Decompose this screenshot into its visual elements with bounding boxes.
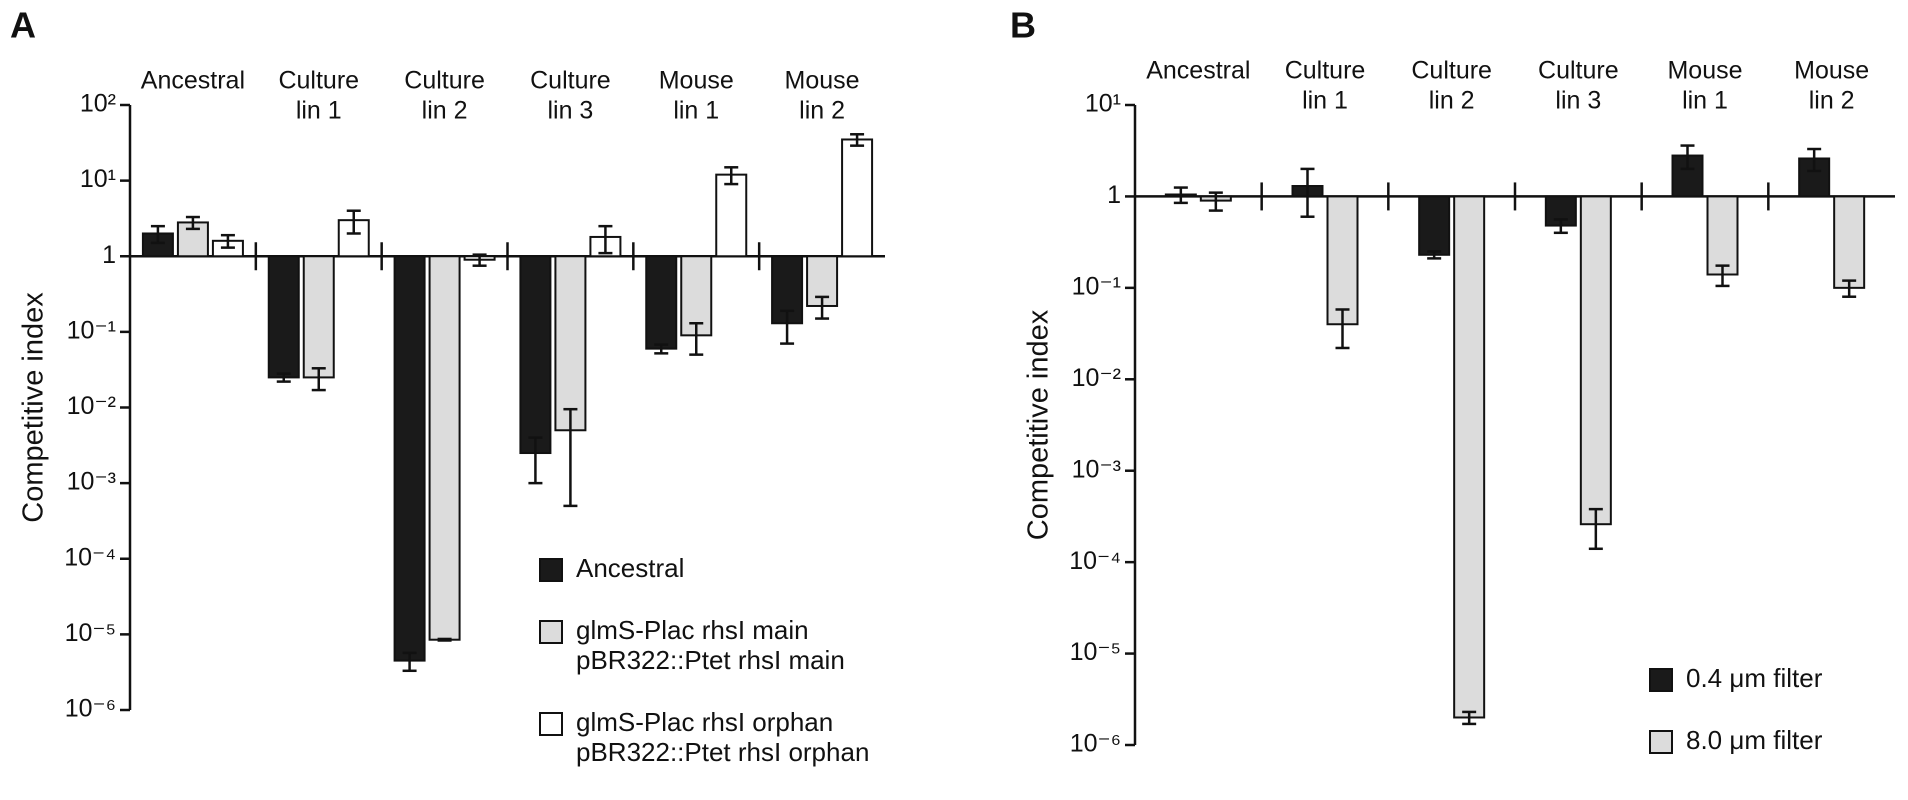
category-label: lin 2 [799,97,845,125]
legend-label: pBR322::Ptet rhsI orphan [576,737,869,767]
y-tick-label: 10⁻⁴ [64,543,116,571]
panel-label: B [1010,5,1036,46]
legend-swatch [539,712,563,736]
category-label: lin 2 [1429,87,1475,115]
category-label: lin 3 [1555,87,1601,115]
bar [1833,195,1866,289]
y-tick-label: 10⁻³ [1072,455,1121,483]
category-label: Culture [1538,57,1619,85]
legend-label: glmS-Plac rhsI main [576,615,809,645]
category-label: Culture [278,67,359,95]
bar [267,255,300,379]
category-label: Culture [404,67,485,95]
category-label: Culture [1411,57,1492,85]
legend-swatch [539,558,563,582]
bar [1706,195,1739,276]
y-tick-label: 10¹ [80,165,116,193]
bar [1579,195,1612,526]
bar [1326,195,1359,326]
bar [715,173,748,258]
y-tick-label: 1 [102,241,116,269]
legend-swatch [1649,668,1673,692]
y-tick-label: 10⁻⁴ [1069,547,1121,575]
y-axis-label: Competitive index [18,292,50,523]
category-label: lin 1 [1682,87,1728,115]
y-tick-label: 10⁻⁶ [1070,730,1121,758]
category-label: Mouse [1794,57,1869,85]
bar [841,138,874,258]
y-tick-label: 10² [80,90,116,118]
bar [645,255,678,350]
category-label: lin 1 [1302,87,1348,115]
y-tick-label: 10⁻¹ [1072,272,1121,300]
panel-label: A [10,5,36,46]
y-tick-label: 10⁻¹ [67,316,116,344]
bar [302,255,335,379]
bar [519,255,552,455]
y-tick-label: 10¹ [1085,90,1121,118]
y-tick-label: 10⁻⁵ [65,619,116,647]
y-tick-label: 10⁻² [1072,364,1121,392]
category-label: Mouse [1667,57,1742,85]
legend-label: 0.4 μm filter [1686,663,1823,693]
legend-swatch [1649,730,1673,754]
legend-label: Ancestral [576,553,684,583]
category-label: Culture [530,67,611,95]
y-tick-label: 10⁻³ [67,468,116,496]
legend-swatch [539,620,563,644]
category-label: lin 1 [673,97,719,125]
category-label: Mouse [659,67,734,95]
legend-label: glmS-Plac rhsI orphan [576,707,833,737]
category-label: lin 2 [1809,87,1855,115]
legend-label: 8.0 μm filter [1686,725,1823,755]
y-tick-label: 10⁻⁵ [1070,638,1121,666]
y-tick-label: 10⁻⁶ [65,695,116,723]
category-label: lin 3 [547,97,593,125]
y-axis-label: Competitive index [1023,309,1055,540]
category-label: Ancestral [1146,57,1250,85]
category-label: Mouse [785,67,860,95]
category-label: Ancestral [141,67,245,95]
bar [554,255,587,432]
y-tick-label: 10⁻² [67,392,116,420]
category-label: lin 2 [422,97,468,125]
legend-label: pBR322::Ptet rhsI main [576,645,845,675]
bar [393,255,426,662]
bar [1418,195,1451,256]
category-label: lin 1 [296,97,342,125]
category-label: Culture [1285,57,1366,85]
bar [1453,195,1486,719]
y-tick-label: 1 [1107,181,1121,209]
bar [428,255,461,641]
